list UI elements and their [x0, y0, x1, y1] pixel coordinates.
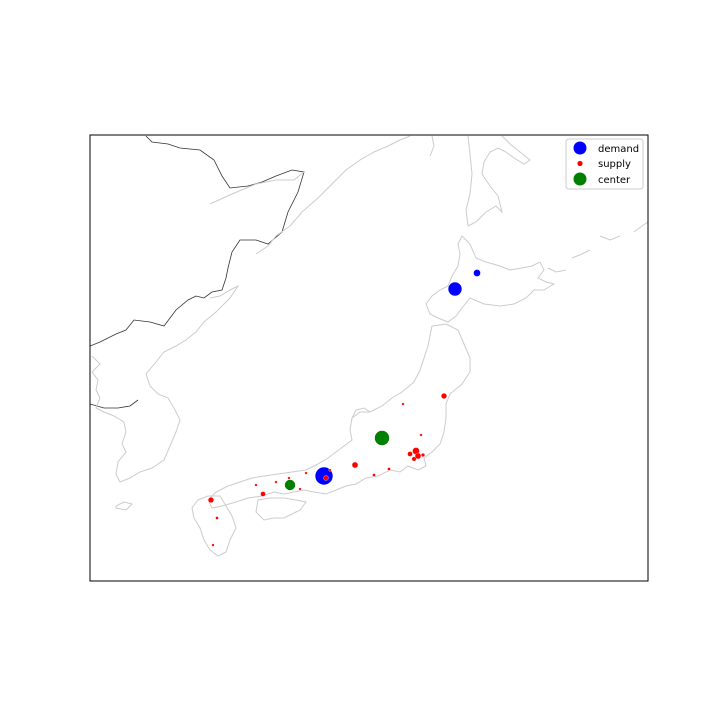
- legend: demand supply center: [565, 138, 644, 190]
- supply-marker-5: [441, 393, 447, 399]
- center-marker-3: [374, 430, 390, 446]
- coast-hokkaido: [425, 235, 556, 323]
- legend-supply-label: supply: [598, 159, 631, 170]
- legend-center-label: center: [598, 175, 631, 186]
- coast-sakhalin: [465, 135, 531, 227]
- demand-marker-2: [314, 466, 334, 486]
- supply-marker-15: [387, 467, 391, 471]
- coast-kyushu: [191, 495, 237, 557]
- legend-demand-label: demand: [598, 144, 639, 155]
- supply-marker-8: [351, 461, 359, 469]
- supply-marker-16: [328, 468, 332, 472]
- coast-kamchatka-kurils: [429, 135, 648, 273]
- supply-marker-19: [287, 476, 291, 480]
- supply-marker-23: [208, 497, 214, 503]
- supply-marker-22: [254, 483, 258, 487]
- legend-supply-marker: [577, 160, 583, 167]
- markers-layer: [208, 269, 481, 547]
- demand-marker-1: [473, 269, 481, 277]
- supply-marker-24: [215, 516, 219, 520]
- demand-marker-0: [447, 281, 463, 297]
- border-russia-china: [90, 135, 305, 347]
- coast-noto: [351, 407, 371, 419]
- supply-marker-12: [411, 456, 417, 462]
- supply-marker-14: [372, 473, 376, 477]
- coast-honshu: [207, 323, 471, 509]
- coast-russia-primorye: [209, 135, 411, 255]
- coast-shikoku: [255, 497, 307, 521]
- legend-center-marker: [573, 172, 587, 186]
- supply-marker-26: [298, 487, 302, 491]
- supply-marker-21: [260, 491, 266, 497]
- coast-korea-china: [91, 284, 240, 483]
- coast-jeju: [115, 501, 133, 511]
- supply-marker-25: [211, 543, 215, 547]
- supply-marker-18: [304, 471, 308, 475]
- supply-marker-11: [414, 452, 422, 460]
- supply-marker-17: [323, 475, 329, 481]
- map-area: [90, 135, 648, 557]
- supply-marker-7: [419, 433, 423, 437]
- supply-marker-6: [401, 402, 405, 406]
- map-frame: [89, 134, 649, 582]
- border-north-korea: [90, 399, 139, 409]
- supply-marker-9: [407, 451, 413, 457]
- coastlines: [91, 135, 648, 557]
- country-borders: [90, 135, 305, 409]
- supply-marker-13: [421, 453, 425, 457]
- legend-demand-marker: [573, 141, 587, 155]
- supply-marker-20: [274, 480, 278, 484]
- center-marker-4: [284, 479, 296, 491]
